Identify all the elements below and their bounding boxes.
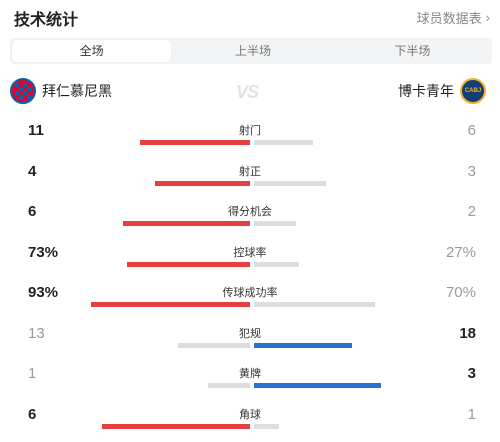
- stat-home-bar-track: [38, 221, 250, 226]
- stat-away-value: 18: [459, 325, 476, 342]
- stat-home-bar-track: [38, 262, 250, 267]
- stat-away-bar: [254, 181, 326, 186]
- stat-away-value: 70%: [446, 284, 476, 301]
- stat-away-bar: [254, 424, 279, 429]
- stat-away-bar-track: [254, 302, 466, 307]
- stat-home-bar: [123, 221, 250, 226]
- stat-home-bar-track: [38, 383, 250, 388]
- stat-away-value: 3: [468, 163, 476, 180]
- stat-label: 射门: [0, 122, 500, 138]
- stat-away-value: 27%: [446, 244, 476, 261]
- stat-away-bar-track: [254, 383, 466, 388]
- away-team-name: 博卡青年: [398, 81, 454, 101]
- stat-away-bar-track: [254, 140, 466, 145]
- stat-label: 角球: [0, 406, 500, 422]
- stat-label: 控球率: [0, 244, 500, 260]
- away-team[interactable]: 博卡青年 CABJ: [398, 78, 486, 104]
- stat-away-bar-track: [254, 424, 466, 429]
- period-tabs: 全场 上半场 下半场: [10, 38, 492, 64]
- stat-away-bar-track: [254, 221, 466, 226]
- stat-label: 射正: [0, 163, 500, 179]
- stat-away-bar-track: [254, 343, 466, 348]
- stat-home-bar-track: [38, 424, 250, 429]
- tab-second-half[interactable]: 下半场: [333, 38, 492, 64]
- stat-away-bar: [254, 140, 313, 145]
- stat-away-bar: [254, 221, 296, 226]
- stat-away-bar-track: [254, 181, 466, 186]
- teams-row: 拜仁慕尼黑 VS 博卡青年 CABJ: [0, 76, 500, 110]
- stat-home-bar: [208, 383, 250, 388]
- stat-label: 得分机会: [0, 203, 500, 219]
- home-team[interactable]: 拜仁慕尼黑: [10, 78, 112, 104]
- tab-first-half[interactable]: 上半场: [173, 38, 332, 64]
- stat-home-bar: [102, 424, 250, 429]
- stat-away-value: 1: [468, 406, 476, 423]
- stat-label: 犯规: [0, 325, 500, 341]
- page-title: 技术统计: [14, 6, 78, 30]
- player-stats-link[interactable]: 球员数据表 ›: [417, 8, 490, 27]
- stats-header: 技术统计 球员数据表 ›: [0, 0, 500, 36]
- player-stats-link-label: 球员数据表: [417, 8, 482, 27]
- stat-away-value: 2: [468, 203, 476, 220]
- stat-home-bar-track: [38, 302, 250, 307]
- stat-away-value: 3: [468, 365, 476, 382]
- bayern-munich-logo-icon: [10, 78, 36, 104]
- stat-away-bar: [254, 343, 352, 348]
- stat-home-bar: [91, 302, 250, 307]
- stat-home-bar-track: [38, 343, 250, 348]
- stat-home-bar: [178, 343, 250, 348]
- stat-away-bar: [254, 262, 299, 267]
- stat-label: 黄牌: [0, 365, 500, 381]
- tab-full-match[interactable]: 全场: [12, 40, 171, 62]
- home-team-name: 拜仁慕尼黑: [42, 81, 112, 101]
- stat-home-bar: [140, 140, 250, 145]
- stat-away-bar: [254, 302, 375, 307]
- stat-label: 传球成功率: [0, 284, 500, 300]
- boca-juniors-logo-icon: CABJ: [460, 78, 486, 104]
- stat-away-bar: [254, 383, 381, 388]
- stat-home-bar: [127, 262, 250, 267]
- stat-away-value: 6: [468, 122, 476, 139]
- stat-away-bar-track: [254, 262, 466, 267]
- versus-icon: VS: [236, 82, 258, 103]
- chevron-right-icon: ›: [486, 10, 490, 25]
- stat-home-bar-track: [38, 181, 250, 186]
- stat-home-bar-track: [38, 140, 250, 145]
- stat-home-bar: [155, 181, 250, 186]
